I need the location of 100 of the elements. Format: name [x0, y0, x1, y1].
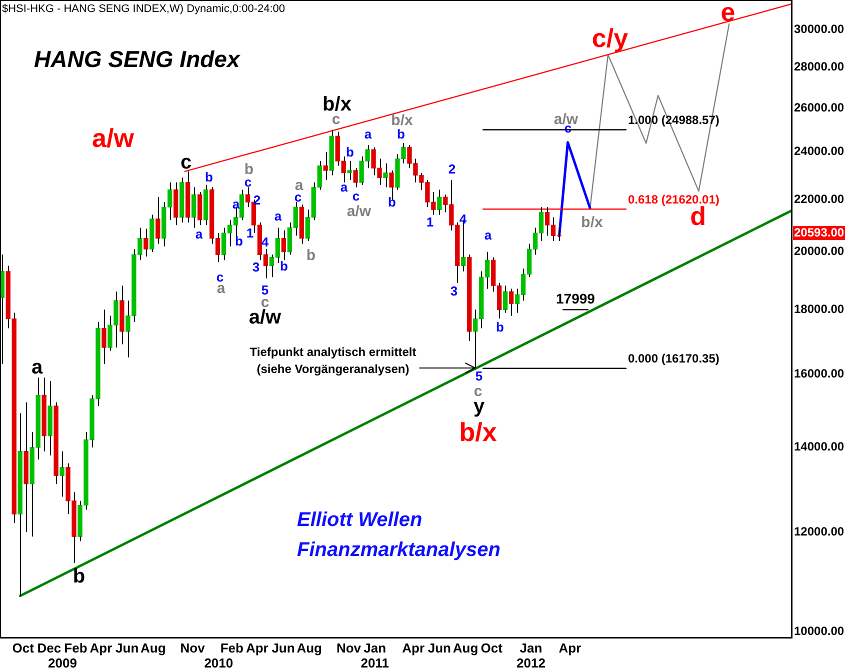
candlestick: [60, 450, 64, 498]
candlestick: [508, 288, 514, 316]
annotation: c: [216, 270, 224, 285]
x-tick-label: Nov: [180, 640, 206, 656]
annotation: a: [484, 228, 492, 243]
text: 20593.00: [794, 225, 844, 240]
candlestick: [502, 285, 508, 314]
text: HANG SENG Index: [34, 46, 240, 73]
candlestick: [18, 412, 22, 596]
y-tick-label: 30000.00: [794, 22, 844, 36]
x-tick-label: Nov: [336, 640, 362, 656]
y-tick-label: 12000.00: [794, 524, 844, 538]
candlestick: [24, 402, 28, 532]
annotation: 1: [426, 214, 434, 230]
y-tick-label: 26000.00: [794, 100, 844, 114]
y-tick-label: 24000.00: [794, 144, 844, 158]
annotation: a: [274, 208, 282, 224]
annotation: a/w: [346, 203, 372, 220]
y-tick-label: 18000.00: [794, 302, 844, 316]
chart-subtitle: $HSI-HKG - HANG SENG INDEX,W) Dynamic,0:00-24:00: [2, 3, 286, 15]
annotation: 1.000 (24988.57): [628, 113, 720, 128]
annotation: b: [388, 194, 396, 210]
annotation: b: [306, 247, 316, 264]
annotation: 3: [450, 284, 458, 299]
candlestick: [347, 160, 352, 181]
annotation: b/x: [391, 112, 414, 130]
annotation: a/w: [92, 123, 135, 154]
annotation: e: [720, 0, 736, 28]
annotation: 5: [261, 282, 269, 298]
annotation: b: [397, 126, 406, 142]
annotation: b/x: [459, 417, 498, 448]
y-tick-label: 14000.00: [794, 440, 844, 454]
candlestick: [174, 182, 178, 226]
annotation: b: [72, 566, 86, 588]
y-tick-label: 16000.00: [794, 366, 844, 381]
x-tick-label: Aug: [296, 640, 322, 656]
candlestick: [102, 309, 106, 365]
candlestick: [353, 168, 358, 188]
candlestick: [437, 189, 442, 216]
annotation: b: [280, 258, 288, 274]
annotation: b: [235, 234, 244, 249]
annotation: 2: [448, 162, 456, 177]
y-tick-label: 22000.00: [794, 192, 844, 206]
candlestick: [383, 162, 388, 188]
x-tick-label: Apr: [90, 640, 112, 656]
x-tick-label: Jun: [116, 640, 139, 656]
candlestick: [156, 196, 160, 244]
candlestick: [186, 170, 190, 224]
annotation: 2: [253, 192, 261, 208]
candlestick: [54, 402, 58, 484]
x-tick-label: Jan: [364, 640, 386, 656]
candlestick: [329, 129, 334, 176]
x2-tick-label: 2012: [516, 655, 546, 670]
x-tick-label: Apr: [558, 640, 582, 656]
annotation: a: [340, 180, 348, 195]
candlestick: [150, 214, 154, 252]
annotation: 17999: [556, 290, 596, 307]
x-tick-label: Jun: [428, 640, 452, 656]
x-tick-label: Aug: [452, 640, 478, 656]
annotation: c: [352, 188, 360, 204]
candlestick: [144, 228, 148, 258]
annotation: c/y: [592, 23, 629, 54]
x-tick-label: Feb: [64, 640, 88, 656]
annotation: Elliott Wellen Finanzmarktanalysen: [297, 508, 500, 563]
annotation: b: [496, 320, 504, 335]
annotation: Tiefpunkt analytisch ermittelt (siehe Vorgängeranalysen): [250, 344, 416, 376]
candlestick: [203, 184, 208, 226]
annotation: 0.000 (16170.35): [628, 352, 720, 366]
y-tick-label: 10000.00: [794, 624, 844, 638]
x2-tick-label: 2010: [204, 655, 234, 670]
x-tick-label: Apr: [402, 640, 425, 656]
x-tick-label: Dec: [37, 640, 62, 656]
annotation: a/w: [248, 306, 282, 329]
candlestick: [192, 186, 196, 228]
annotation: a: [364, 126, 372, 142]
x-tick-label: Aug: [140, 640, 166, 656]
x-tick-label: Jun: [272, 640, 295, 656]
annotation: 3: [252, 260, 260, 275]
annotation: 1: [246, 226, 254, 241]
x2-tick-label: 2009: [48, 655, 77, 670]
candlestick: [281, 230, 286, 261]
candlestick: [42, 377, 46, 452]
candlestick: [323, 151, 328, 181]
annotation: b/x: [581, 214, 604, 232]
annotation: c: [180, 152, 192, 174]
annotation: b: [205, 170, 214, 185]
annotation: a: [195, 226, 204, 242]
candlestick: [299, 204, 304, 244]
annotation: 5: [475, 368, 483, 384]
x-tick-label: Feb: [220, 640, 244, 656]
x-tick-label: Oct: [12, 640, 35, 656]
x2-tick-label: 2011: [360, 655, 389, 670]
x-tick-label: Oct: [480, 640, 504, 656]
y-tick-label: 20000.00: [794, 244, 844, 258]
x-tick-label: Apr: [246, 640, 268, 656]
candlestick: [48, 380, 52, 456]
annotation: b: [346, 144, 354, 160]
annotation: 4: [459, 212, 468, 227]
x-tick-label: Jan: [520, 640, 542, 656]
candlestick: [467, 254, 472, 342]
